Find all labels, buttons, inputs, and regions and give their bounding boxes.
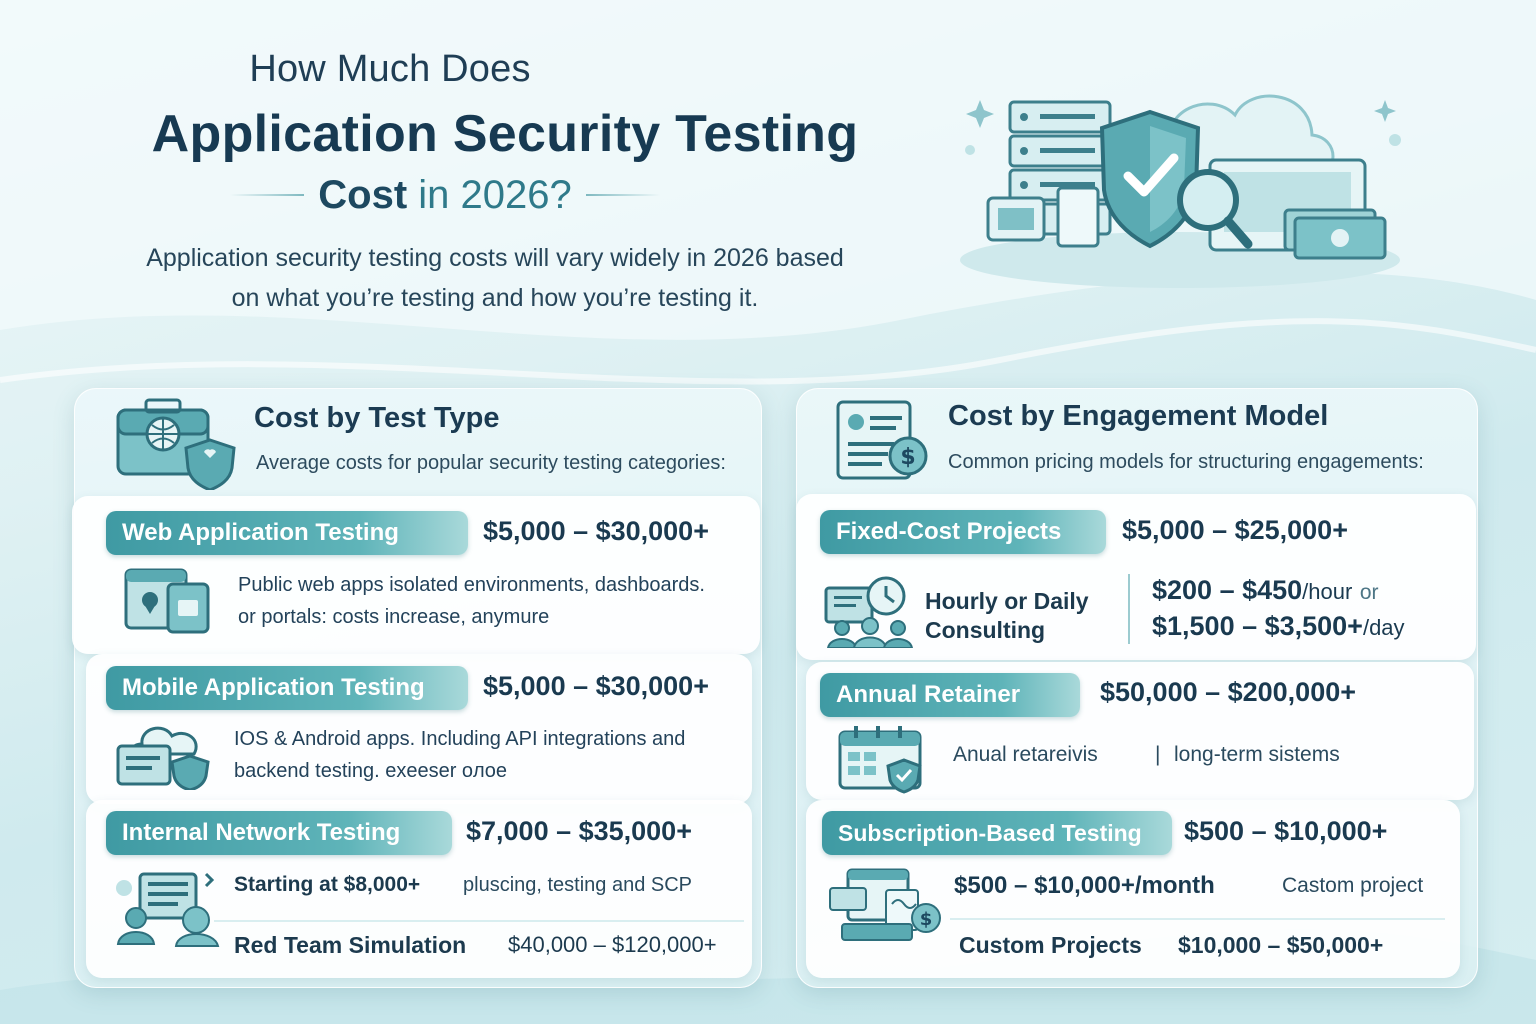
red-team-divider — [214, 920, 744, 922]
subtitle-left-rule — [230, 194, 305, 196]
web-app-desc-line-1: Public web apps isolated environments, d… — [238, 574, 705, 596]
subscription-label: Subscription-Based Testing — [822, 811, 1172, 855]
daily-rate-price: $1,500 – $3,500+ — [1152, 611, 1363, 641]
page-title: Application Security Testing — [151, 105, 859, 163]
hourly-rate-price: $200 – $450 — [1152, 575, 1303, 605]
custom-projects-label: Custom Projects — [959, 932, 1142, 958]
red-team-label: Red Team Simulation — [234, 932, 467, 958]
intro-line-1: Application security testing costs will … — [146, 244, 844, 272]
consulting-clock-team-icon — [822, 574, 918, 648]
subscription-price: $500 – $10,000+ — [1184, 816, 1388, 846]
subscription-monthly-price: $500 – $10,000+/month — [954, 872, 1215, 899]
subtitle: Cost in 2026? — [230, 170, 660, 220]
fixed-cost-label: Fixed-Cost Projects — [820, 510, 1106, 554]
retainer-desc-a: Anual retareivis — [953, 743, 1098, 766]
retainer-desc-b: long-term sistems — [1174, 743, 1340, 766]
subtitle-right-rule — [585, 194, 660, 196]
custom-projects-price: $10,000 – $50,000+ — [1178, 932, 1384, 958]
contract-dollar-icon: $ — [834, 398, 930, 484]
subscription-dashboard-icon: $ — [828, 866, 944, 948]
subtitle-rest: in 2026? — [418, 172, 572, 217]
engagement-model-title: Cost by Engagement Model — [948, 400, 1329, 432]
fixed-cost-price: $5,000 – $25,000+ — [1122, 515, 1348, 545]
subscription-custom-note: Castom project — [1282, 874, 1424, 897]
hourly-rate-unit: /hour — [1302, 579, 1353, 604]
web-app-desc: Public web apps isolated environments, d… — [238, 569, 748, 633]
briefcase-globe-icon — [110, 398, 240, 490]
web-app-price: $5,000 – $30,000+ — [483, 516, 709, 546]
engagement-model-desc: Common pricing models for structuring en… — [948, 451, 1424, 473]
daily-rate-unit: /day — [1362, 615, 1405, 640]
intro-text: Application security testing costs will … — [80, 238, 910, 318]
hourly-rate-or: or — [1359, 581, 1379, 604]
red-team-price: $40,000 – $120,000+ — [508, 932, 717, 957]
test-type-desc: Average costs for popular security testi… — [256, 452, 726, 474]
subtitle-bold: Cost — [318, 172, 408, 217]
mobile-app-price: $5,000 – $30,000+ — [483, 671, 709, 701]
calendar-check-icon — [836, 724, 926, 794]
mobile-app-desc: IOS & Android apps. Including API integr… — [234, 723, 749, 787]
web-app-devices-icon — [122, 566, 214, 636]
hourly-divider — [1128, 574, 1130, 644]
internal-network-start: Starting at $8,000+ — [234, 873, 421, 896]
svg-text:$: $ — [900, 445, 915, 470]
custom-projects-divider — [950, 918, 1445, 920]
mobile-app-desc-line-1: IOS & Android apps. Including API integr… — [234, 728, 686, 750]
internal-network-start-note: pluscing, testing and SCP — [463, 874, 693, 896]
network-team-icon — [110, 868, 228, 948]
hourly-label: Hourly or Daily Consulting — [925, 587, 1089, 645]
internal-network-label: Internal Network Testing — [106, 811, 452, 855]
annual-retainer-price: $50,000 – $200,000+ — [1100, 677, 1356, 707]
retainer-desc-sep: | — [1155, 743, 1161, 766]
mobile-app-desc-line-2: backend testing. exeeser oлoe — [234, 760, 507, 782]
svg-text:$: $ — [920, 909, 933, 930]
daily-rate: $1,500 – $3,500+/day — [1152, 611, 1405, 642]
mobile-cloud-shield-icon — [114, 720, 214, 790]
web-app-label: Web Application Testing — [106, 511, 468, 555]
test-type-title: Cost by Test Type — [254, 402, 500, 434]
annual-retainer-label: Annual Retainer — [820, 673, 1080, 717]
hourly-rate: $200 – $450/hour or — [1152, 575, 1379, 606]
intro-line-2: on what you’re testing and how you’re te… — [231, 284, 759, 312]
internal-network-price: $7,000 – $35,000+ — [466, 816, 692, 846]
mobile-app-label: Mobile Application Testing — [106, 666, 468, 710]
hourly-label-line-1: Hourly or Daily — [925, 588, 1089, 614]
hero-security-illustration-icon — [940, 60, 1420, 290]
hourly-label-line-2: Consulting — [925, 617, 1046, 643]
web-app-desc-line-2: or portals: costs increase, anymure — [238, 606, 550, 628]
pre-title: How Much Does — [249, 48, 531, 90]
